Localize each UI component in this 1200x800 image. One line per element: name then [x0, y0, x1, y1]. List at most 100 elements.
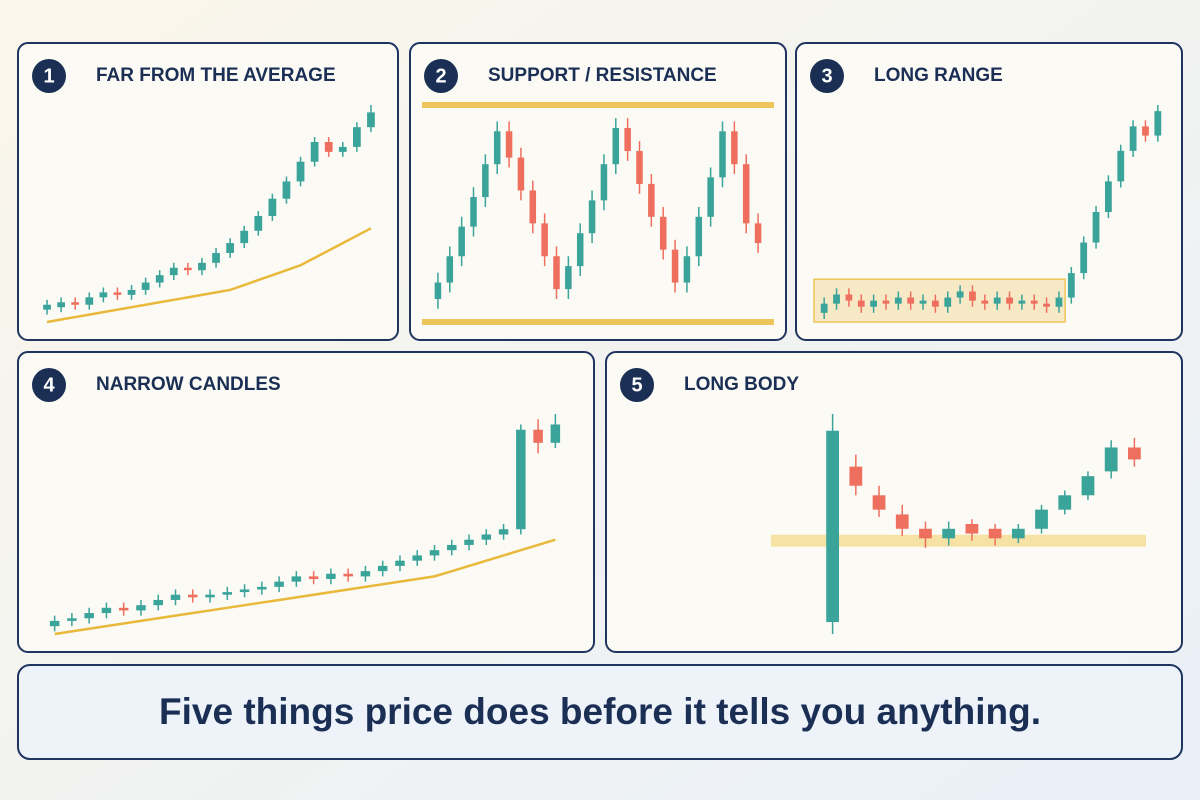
- candle-body: [99, 292, 108, 298]
- candle-body: [565, 266, 572, 290]
- candle-body: [826, 430, 839, 623]
- candle-body: [820, 303, 828, 313]
- badge: [810, 59, 844, 93]
- panel-title: LONG RANGE: [874, 65, 1003, 86]
- candle-body: [481, 534, 492, 540]
- candle-body: [205, 594, 215, 598]
- footer-text: Five things price does before it tells y…: [159, 691, 1041, 732]
- candle-body: [434, 282, 442, 299]
- candle-body: [857, 300, 865, 307]
- candle-body: [505, 131, 513, 158]
- candle-body: [1104, 181, 1112, 212]
- candle-body: [136, 605, 146, 611]
- panel-title: LONG BODY: [684, 374, 799, 395]
- candle-body: [57, 302, 65, 308]
- candle-body: [894, 297, 902, 304]
- candle-body: [648, 183, 655, 217]
- candle-body: [296, 161, 305, 182]
- candle-body: [118, 607, 129, 611]
- panel: [605, 351, 1183, 653]
- panel: [17, 42, 399, 341]
- candle-body: [529, 190, 537, 224]
- candle-body: [360, 571, 371, 577]
- candle-body: [343, 573, 353, 577]
- candle-body: [464, 539, 474, 545]
- badge-number: 5: [631, 374, 642, 396]
- candle-body: [282, 181, 291, 199]
- panel: [409, 42, 787, 341]
- moving-average: [46, 227, 372, 324]
- candle-body: [127, 289, 136, 295]
- candle-body: [239, 589, 250, 593]
- candle-body: [870, 300, 878, 307]
- candle-body: [493, 131, 501, 165]
- candle-body: [1055, 297, 1063, 307]
- candle-body: [612, 128, 620, 165]
- candle-body: [308, 576, 319, 579]
- moving-average: [54, 538, 556, 636]
- candle-body: [907, 297, 915, 304]
- candle-body: [84, 613, 94, 619]
- candle-body: [1067, 273, 1075, 298]
- candle-body: [1035, 509, 1048, 529]
- candle-body: [412, 555, 422, 561]
- candle-body: [101, 607, 112, 614]
- candle-body: [731, 131, 738, 165]
- candle-body: [268, 198, 277, 216]
- candle-body: [1006, 297, 1013, 304]
- candle-body: [919, 528, 932, 539]
- candle-body: [240, 230, 249, 244]
- level-band: [771, 534, 1146, 547]
- badge: [424, 59, 458, 93]
- candle-body: [895, 514, 909, 529]
- candle-body: [683, 256, 691, 283]
- badge: [620, 368, 654, 402]
- candle-body: [882, 300, 890, 304]
- candle-body: [624, 128, 631, 152]
- candle-body: [274, 581, 284, 587]
- candle-body: [458, 226, 465, 257]
- candle-body: [49, 620, 60, 627]
- candle-body: [367, 112, 375, 128]
- candle-body: [353, 127, 361, 147]
- candle-body: [550, 424, 561, 443]
- candle-body: [742, 164, 750, 224]
- candle-body: [849, 466, 863, 486]
- candle-body: [326, 573, 336, 579]
- candle-body: [993, 297, 1001, 304]
- badge-number: 4: [43, 374, 55, 396]
- candle-body: [212, 252, 220, 263]
- candle-body: [141, 282, 150, 290]
- candle-body: [671, 249, 679, 283]
- candle-body: [170, 594, 181, 600]
- candle-body: [222, 592, 233, 595]
- candle-body: [85, 297, 94, 305]
- candle-body: [338, 146, 347, 152]
- panel-title: NARROW CANDLES: [96, 374, 281, 395]
- candle-body: [588, 200, 596, 234]
- candle-body: [931, 300, 939, 307]
- badge-number: 1: [43, 65, 54, 87]
- candle-body: [1129, 126, 1137, 151]
- candle-body: [377, 565, 388, 572]
- candle-body: [719, 131, 726, 178]
- candle-body: [153, 599, 163, 606]
- panel-title: FAR FROM THE AVERAGE: [96, 65, 336, 86]
- panel-title: SUPPORT / RESISTANCE: [488, 65, 717, 86]
- candle-body: [310, 141, 319, 162]
- candle-body: [113, 292, 122, 295]
- candle-body: [1080, 242, 1088, 274]
- candle-body: [43, 304, 51, 310]
- candle-body: [754, 223, 762, 244]
- candle-body: [447, 544, 457, 551]
- candle-body: [707, 177, 714, 217]
- candle-body: [71, 302, 80, 305]
- candle-body: [324, 141, 333, 152]
- candle-body: [1092, 211, 1100, 243]
- candle-body: [1081, 476, 1095, 496]
- candle-body: [872, 495, 886, 510]
- candle-body: [988, 528, 1002, 539]
- candle-body: [446, 256, 454, 283]
- candle-body: [576, 233, 584, 267]
